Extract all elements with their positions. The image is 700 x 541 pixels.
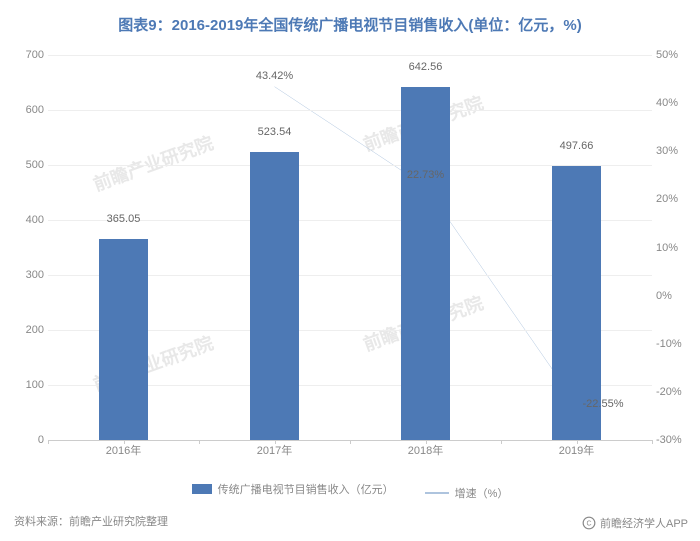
legend: 传统广播电视节目销售收入（亿元） 增速（%） xyxy=(0,481,700,501)
y-right-tick: 40% xyxy=(656,97,690,109)
y-right-tick: -30% xyxy=(656,434,690,446)
y-left-tick: 200 xyxy=(14,324,44,336)
x-tick xyxy=(426,440,427,444)
y-right-tick: -10% xyxy=(656,338,690,350)
x-tick-label: 2019年 xyxy=(559,442,594,458)
y-left-tick: 0 xyxy=(14,434,44,446)
y-right-tick: 10% xyxy=(656,242,690,254)
app-badge: C 前瞻经济学人APP xyxy=(582,515,688,531)
y-right-tick: 20% xyxy=(656,193,690,205)
gridline xyxy=(48,55,652,56)
line-value-label: -22.55% xyxy=(583,398,624,410)
bar-value-label: 497.66 xyxy=(560,140,594,152)
source-text: 资料来源：前瞻产业研究院整理 xyxy=(14,513,168,529)
x-tick-label: 2018年 xyxy=(408,442,443,458)
y-left-tick: 300 xyxy=(14,269,44,281)
y-left-tick: 600 xyxy=(14,104,44,116)
legend-bar-swatch xyxy=(192,484,212,494)
legend-line-label: 增速（%） xyxy=(455,485,509,501)
x-tick xyxy=(275,440,276,444)
legend-line: 增速（%） xyxy=(425,485,509,501)
y-left-tick: 500 xyxy=(14,159,44,171)
y-left-tick: 400 xyxy=(14,214,44,226)
x-tick xyxy=(48,440,49,444)
app-badge-label: 前瞻经济学人APP xyxy=(600,515,688,531)
bar-value-label: 523.54 xyxy=(258,126,292,138)
bar-value-label: 642.56 xyxy=(409,61,443,73)
legend-bar: 传统广播电视节目销售收入（亿元） xyxy=(192,481,394,497)
chart-area: 0100200300400500600700-30%-20%-10%0%10%2… xyxy=(48,55,652,461)
x-tick-label: 2016年 xyxy=(106,442,141,458)
x-tick xyxy=(199,440,200,444)
x-tick xyxy=(124,440,125,444)
y-right-tick: 30% xyxy=(656,145,690,157)
svg-text:C: C xyxy=(586,520,591,527)
bar xyxy=(401,87,449,440)
x-tick xyxy=(350,440,351,444)
gridline xyxy=(48,110,652,111)
y-right-tick: 0% xyxy=(656,290,690,302)
bar-value-label: 365.05 xyxy=(107,213,141,225)
y-right-tick: -20% xyxy=(656,386,690,398)
bar xyxy=(250,152,298,440)
line-value-label: 43.42% xyxy=(256,70,293,82)
y-right-tick: 50% xyxy=(656,49,690,61)
legend-bar-label: 传统广播电视节目销售收入（亿元） xyxy=(218,481,394,497)
y-left-tick: 700 xyxy=(14,49,44,61)
x-tick xyxy=(501,440,502,444)
x-tick xyxy=(652,440,653,444)
copyright-icon: C xyxy=(582,516,596,530)
bar xyxy=(99,239,147,440)
x-tick xyxy=(577,440,578,444)
chart-title: 图表9：2016-2019年全国传统广播电视节目销售收入(单位：亿元，%) xyxy=(0,0,700,35)
line-value-label: 22.73% xyxy=(407,169,444,181)
y-left-tick: 100 xyxy=(14,379,44,391)
x-tick-label: 2017年 xyxy=(257,442,292,458)
legend-line-swatch xyxy=(425,492,449,494)
plot-region: 0100200300400500600700-30%-20%-10%0%10%2… xyxy=(48,55,652,441)
